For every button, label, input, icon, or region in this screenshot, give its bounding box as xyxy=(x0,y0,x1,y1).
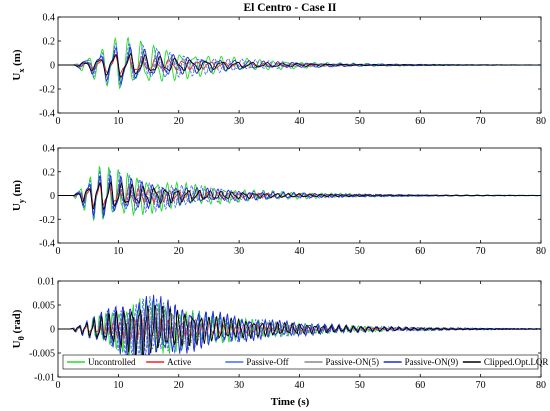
y-tick-label: 0.2 xyxy=(43,167,56,178)
y-tick-label: -0.4 xyxy=(39,109,55,120)
y-axis-label: Uθ (rad) xyxy=(11,309,26,348)
x-tick-label: 70 xyxy=(476,380,486,391)
subplot-panels: 0 10 20 30 40 50 60 70 80 -0.4 -0.2 0 0.2 0.4 Ux (m) 0 1… xyxy=(11,13,548,392)
x-tick-label: 60 xyxy=(415,380,425,391)
x-tick-label: 80 xyxy=(536,246,546,257)
legend-label: Passive-Off xyxy=(246,357,288,367)
x-tick-label: 50 xyxy=(355,380,365,391)
y-label-subscript: x xyxy=(17,69,26,73)
series-line-clipped-opt-lqr xyxy=(58,181,541,211)
legend: Uncontrolled Active Passive-Off Passive-ON(… xyxy=(62,354,549,370)
x-tick-label: 30 xyxy=(234,380,244,391)
x-tick-label: 70 xyxy=(476,116,486,127)
x-tick-label: 20 xyxy=(174,116,184,127)
subplot-2: 0 10 20 30 40 50 60 70 80 -0.4 -0.2 0 0.2 0.4 Uy (m) xyxy=(11,144,546,258)
y-tick-label: -0.01 xyxy=(34,373,55,384)
x-tick-label: 40 xyxy=(295,246,305,257)
x-tick-label: 80 xyxy=(536,116,546,127)
y-label-unit: (rad) xyxy=(11,309,23,336)
series-group xyxy=(58,165,541,221)
x-tick-label: 60 xyxy=(415,116,425,127)
x-tick-label: 70 xyxy=(476,246,486,257)
legend-label: Uncontrolled xyxy=(88,357,136,367)
y-label-subscript: y xyxy=(17,199,26,203)
x-tick-label: 0 xyxy=(56,246,61,257)
legend-label: Clipped.Opt.LQR xyxy=(484,357,549,367)
legend-label: Passive-ON(5) xyxy=(326,357,380,367)
y-label-main: U xyxy=(11,73,23,81)
y-tick-label: 0 xyxy=(50,61,55,72)
y-label-unit: (m) xyxy=(11,49,23,69)
x-tick-label: 0 xyxy=(56,116,61,127)
x-tick-label: 80 xyxy=(536,380,546,391)
y-label-subscript: θ xyxy=(17,336,26,340)
y-label-main: U xyxy=(11,203,23,211)
series-line-clipped-opt-lqr xyxy=(58,53,541,78)
chart-title: El Centro - Case II xyxy=(243,2,337,14)
y-tick-label: 0.01 xyxy=(38,277,56,288)
legend-label: Passive-ON(9) xyxy=(405,357,459,367)
series-line-clipped-opt-lqr xyxy=(58,304,541,358)
x-tick-label: 10 xyxy=(113,380,123,391)
y-label-main: U xyxy=(11,340,23,348)
x-tick-label: 30 xyxy=(234,246,244,257)
y-tick-label: 0.005 xyxy=(33,301,56,312)
x-tick-label: 50 xyxy=(355,246,365,257)
y-tick-label: 0 xyxy=(50,325,55,336)
y-axis-label: Uy (m) xyxy=(11,180,26,212)
y-tick-label: -0.4 xyxy=(39,239,55,250)
series-group xyxy=(58,36,541,90)
y-tick-label: 0 xyxy=(50,191,55,202)
series-line-passive-on-9- xyxy=(58,294,541,367)
x-tick-label: 10 xyxy=(113,246,123,257)
subplot-3: 0 10 20 30 40 50 60 70 80 -0.01 -0.005 0 0.005 0.01 Uθ… xyxy=(11,277,548,392)
legend-label: Active xyxy=(167,357,191,367)
x-tick-label: 50 xyxy=(355,116,365,127)
y-label-unit: (m) xyxy=(11,180,23,200)
series-group xyxy=(58,294,541,367)
y-tick-label: -0.2 xyxy=(39,85,55,96)
x-axis-label: Time (s) xyxy=(271,396,310,408)
x-tick-label: 20 xyxy=(174,380,184,391)
y-axis-label: Ux (m) xyxy=(11,49,26,81)
y-tick-label: -0.005 xyxy=(29,349,55,360)
y-tick-label: 0.4 xyxy=(43,144,56,155)
x-tick-label: 30 xyxy=(234,116,244,127)
y-tick-label: -0.2 xyxy=(39,215,55,226)
legend-box xyxy=(62,354,539,370)
y-tick-label: 0.2 xyxy=(43,37,56,48)
x-tick-label: 40 xyxy=(295,380,305,391)
x-tick-label: 0 xyxy=(56,380,61,391)
x-tick-label: 40 xyxy=(295,116,305,127)
x-tick-label: 20 xyxy=(174,246,184,257)
y-tick-label: 0.4 xyxy=(43,13,56,24)
subplot-1: 0 10 20 30 40 50 60 70 80 -0.4 -0.2 0 0.2 0.4 Ux (m) xyxy=(11,13,546,128)
x-tick-label: 60 xyxy=(415,246,425,257)
x-tick-label: 10 xyxy=(113,116,123,127)
